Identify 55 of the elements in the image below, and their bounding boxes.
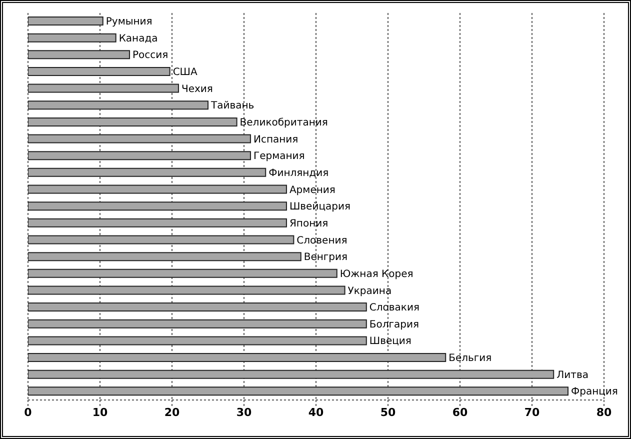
bar [28, 184, 287, 194]
bar [28, 202, 287, 211]
y-tick-label: Франция [571, 386, 618, 398]
y-tick-label: Болгария [369, 319, 420, 330]
y-tick-label: Чехия [181, 84, 213, 95]
y-tick-label: Испания [253, 134, 298, 146]
y-tick-label: Великобритания [240, 118, 328, 129]
bar [28, 50, 130, 60]
x-tick-label: 60 [452, 406, 468, 419]
bar [28, 168, 266, 177]
bar [28, 66, 170, 76]
y-tick-label: Словакия [369, 302, 420, 314]
bar [28, 336, 367, 346]
x-tick-label: 20 [164, 406, 180, 419]
bar [28, 134, 251, 144]
x-tick-label: 70 [524, 406, 540, 419]
y-tick-label: США [172, 67, 198, 78]
bar [28, 252, 302, 262]
y-tick-label: Тайвань [210, 100, 254, 112]
x-tick-label: 0 [24, 406, 32, 419]
y-tick-label: Украина [348, 286, 392, 297]
x-tick-label: 30 [236, 406, 252, 419]
y-tick-label: Румыния [106, 16, 152, 28]
bar [28, 302, 367, 312]
bar [28, 16, 104, 26]
y-tick-label: Бельгия [448, 353, 492, 364]
bar [28, 286, 346, 295]
y-tick-label: Швеция [369, 336, 412, 348]
bar [28, 33, 116, 42]
y-tick-label: Швейцария [289, 202, 351, 213]
bar [28, 84, 179, 93]
bar [28, 268, 338, 278]
bar [28, 353, 446, 362]
y-tick-label: Словения [296, 235, 348, 246]
y-tick-label: Канада [118, 33, 158, 44]
y-tick-label: Финляндия [268, 168, 329, 179]
y-tick-label: Япония [289, 218, 328, 230]
bar [28, 151, 251, 160]
bar [28, 117, 238, 126]
bar [28, 235, 294, 244]
y-tick-label: Венгрия [304, 252, 348, 264]
bar [28, 100, 208, 110]
bar [28, 319, 367, 328]
y-tick-label: Южная Корея [340, 268, 414, 280]
x-tick-label: 50 [380, 406, 396, 419]
x-tick-label: 80 [596, 406, 612, 419]
y-tick-label: Германия [253, 151, 305, 162]
bar [28, 370, 554, 379]
bar [28, 218, 287, 228]
y-tick-label: Армения [289, 184, 336, 196]
y-tick-label: Литва [556, 370, 588, 381]
bar [28, 386, 568, 396]
x-tick-label: 40 [308, 406, 324, 419]
x-tick-label: 10 [92, 406, 108, 419]
y-tick-label: Россия [132, 50, 168, 62]
